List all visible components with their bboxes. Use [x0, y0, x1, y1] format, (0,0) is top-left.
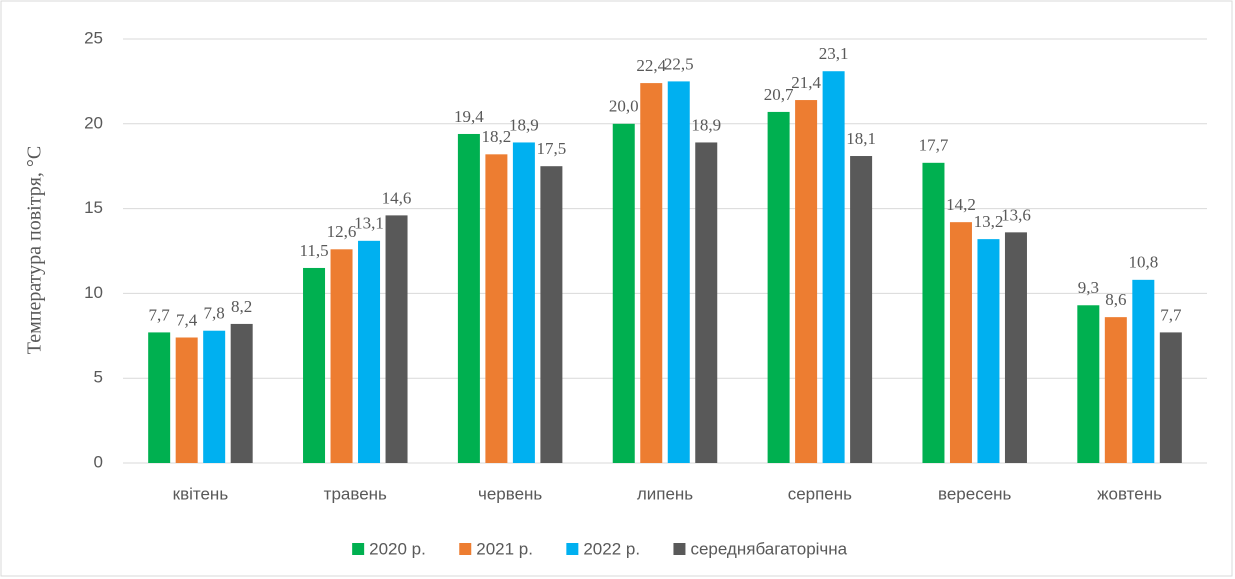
data-label: 7,4 [176, 310, 198, 329]
data-label: 18,9 [691, 115, 721, 134]
data-label: 13,1 [354, 214, 384, 233]
data-label: 7,7 [1160, 305, 1182, 324]
bar [850, 156, 873, 464]
bar [667, 81, 690, 464]
data-label: 10,8 [1128, 253, 1158, 272]
legend-swatch [566, 543, 579, 555]
bar [922, 162, 945, 464]
bar [949, 222, 972, 463]
data-label: 17,5 [537, 139, 567, 158]
bar [485, 154, 508, 463]
data-label: 19,4 [454, 107, 484, 126]
bar [1104, 317, 1127, 463]
data-label: 13,6 [1001, 205, 1031, 224]
bar [512, 142, 535, 463]
data-label: 18,9 [509, 115, 539, 134]
y-axis-label: Температура повітря, °C [24, 146, 46, 355]
bar [203, 330, 226, 463]
y-tick-label: 15 [84, 198, 103, 217]
bar [358, 240, 381, 463]
legend-swatch [673, 543, 686, 555]
bar [385, 215, 408, 463]
legend-label: 2022 р. [583, 539, 640, 558]
bar [795, 100, 818, 463]
bar [640, 83, 663, 463]
data-label: 7,7 [149, 305, 171, 324]
data-label: 14,2 [946, 195, 976, 214]
data-label: 23,1 [819, 44, 849, 63]
x-tick-label: червень [478, 484, 542, 503]
bar [822, 71, 845, 463]
y-tick-label: 20 [84, 113, 103, 132]
bar [612, 123, 635, 464]
bar [1159, 332, 1182, 463]
data-label: 9,3 [1078, 278, 1099, 297]
x-tick-label: квітень [173, 484, 229, 503]
data-label: 22,4 [636, 56, 666, 75]
bar [695, 142, 718, 463]
bar [1004, 232, 1027, 463]
x-tick-label: вересень [938, 484, 1012, 503]
y-tick-label: 0 [94, 452, 103, 471]
bar [1132, 279, 1155, 463]
bar [457, 133, 480, 463]
data-label: 21,4 [791, 73, 821, 92]
data-label: 20,7 [764, 85, 794, 104]
data-label: 14,6 [382, 188, 412, 207]
bar [977, 239, 1000, 463]
data-label: 8,2 [231, 297, 252, 316]
data-label: 13,2 [974, 212, 1004, 231]
data-label: 7,8 [204, 304, 225, 323]
data-label: 11,5 [299, 241, 328, 260]
x-tick-label: травень [324, 484, 387, 503]
legend-swatch [459, 543, 472, 555]
legend-swatch [352, 543, 365, 555]
y-tick-label: 10 [84, 283, 103, 302]
bar [540, 166, 563, 463]
legend-label: 2021 р. [476, 539, 533, 558]
x-tick-label: липень [637, 484, 693, 503]
bar [175, 337, 198, 463]
data-label: 17,7 [919, 136, 949, 155]
x-tick-label: жовтень [1097, 484, 1162, 503]
data-label: 18,2 [482, 127, 512, 146]
data-label: 20,0 [609, 97, 639, 116]
y-tick-label: 25 [84, 28, 103, 47]
bar [330, 249, 353, 463]
bar [303, 267, 326, 463]
legend-label: 2020 р. [369, 539, 426, 558]
bar [230, 323, 253, 463]
bar [767, 111, 790, 463]
data-label: 22,5 [664, 54, 694, 73]
data-label: 18,1 [846, 129, 876, 148]
y-tick-label: 5 [94, 368, 103, 387]
x-tick-label: серпень [788, 484, 852, 503]
data-label: 8,6 [1105, 290, 1126, 309]
bar [148, 332, 171, 463]
data-label: 12,6 [327, 222, 357, 241]
bar [1077, 305, 1100, 463]
legend-label: середнябагаторічна [690, 539, 847, 558]
